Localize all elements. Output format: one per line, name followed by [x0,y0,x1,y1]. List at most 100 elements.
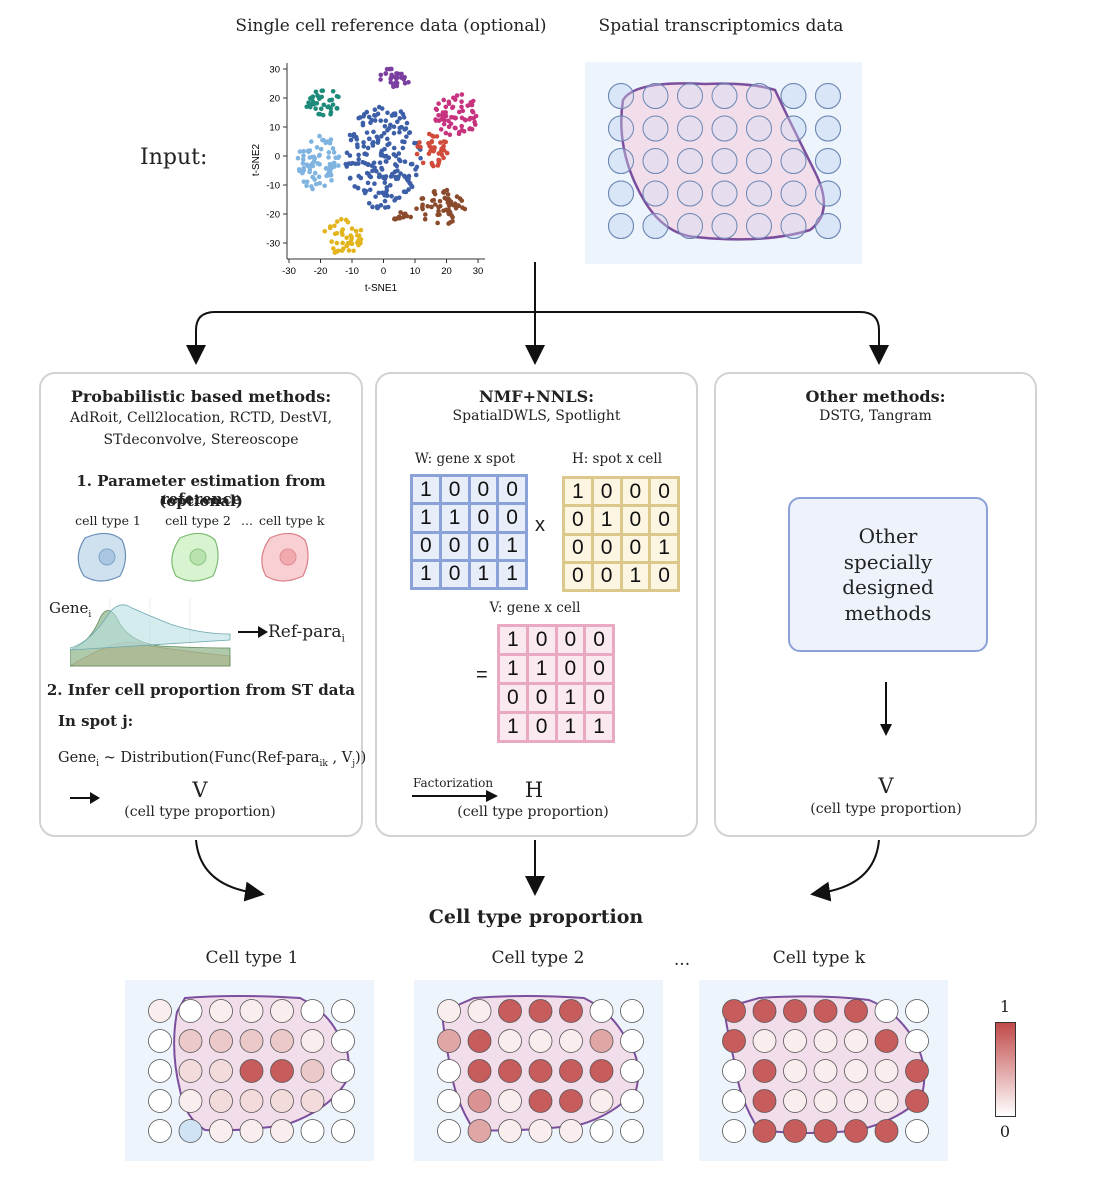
tsne-point [323,165,329,171]
output-spot [300,1059,325,1083]
tsne-point [368,120,373,125]
prob-step2: 2. Infer cell proportion from ST data [46,681,356,699]
tsne-point [355,144,360,150]
tsne-point [437,212,442,217]
tsne-point [300,157,306,162]
output-spot [813,1119,838,1143]
tsne-point [325,104,330,110]
st-spot-overlay [711,83,738,109]
tsne-point [420,160,426,166]
output-spot [783,1089,807,1113]
output-spot [467,1119,492,1143]
tsne-point [420,204,425,210]
matrix-h-cell: 0 [622,507,649,533]
tsne-point [409,184,415,190]
tsne-point [378,153,384,158]
tsne-point [346,248,352,253]
tsne-point [431,197,437,203]
tsne-point [423,212,428,217]
tsne-point [331,150,337,155]
tsne-point [334,106,340,111]
tsne-point [354,233,360,238]
st-spot-overlay [642,148,669,174]
tsne-point [332,231,338,237]
tsne-point [456,129,462,135]
tsne-point [361,140,366,145]
tsne-point [393,217,398,222]
tsne-point [395,119,400,125]
output-spot [467,999,492,1023]
tsne-point [330,146,336,151]
output-spot [813,1089,838,1113]
tsne-point [461,129,467,134]
tsne-point [397,215,403,221]
tsne-point [388,122,393,128]
tsne-point [459,198,465,203]
tsne-point [349,241,355,247]
tsne-point [387,182,393,188]
tsne-xlabel: t-SNE1 [365,283,398,294]
matrix-h-cell: 0 [593,535,620,561]
tsne-point [452,201,458,207]
matrix-v-cell: 0 [500,685,526,711]
st-spot-overlay [711,115,738,142]
tsne-point [378,77,383,82]
output-title: Cell type proportion [428,906,644,928]
tissue-outline [620,82,826,241]
output-spot [844,999,868,1023]
prob-result-caption: (cell type proportion) [124,804,276,820]
output-spot [589,999,614,1023]
output-spot [467,1089,492,1113]
nmf-panel [375,372,698,837]
tsne-point [436,101,441,106]
tsne-point [326,150,332,155]
tsne-point [378,118,384,123]
st-spot-overlay [780,180,807,207]
sc-title: Single cell reference data (optional) [235,16,547,36]
output-spot [874,1059,899,1083]
tsne-point [430,133,435,139]
tsne-point [443,130,449,136]
tsne-point [446,196,451,202]
tsne-point [393,174,398,180]
output-spot [783,1029,807,1053]
output-spot [331,999,355,1023]
matrix-w-cell: 0 [499,477,525,503]
tsne-point [367,187,373,193]
output-spot [437,1059,461,1083]
tsne-point [334,93,340,99]
st-spot-overlay [642,213,669,239]
tsne-point [435,220,440,226]
tsne-point [380,174,386,180]
tsne-point [373,113,378,118]
tsne-point [377,160,383,166]
tsne-point [336,163,341,168]
factorization-label: Factorization [413,776,494,790]
tsne-xtick-label: 10 [410,266,421,277]
output-spot [467,1059,492,1083]
tsne-point [366,200,372,206]
output-spot [752,1089,777,1113]
tsne-point [441,208,446,214]
tsne-point [406,176,411,182]
tsne-point [436,112,441,118]
matrix-v-cell: 1 [500,627,526,653]
tsne-xtick-label: -20 [314,266,328,277]
output-spot [437,1119,461,1143]
tsne-point [391,152,397,157]
tsne-point [389,72,394,78]
tsne-point [422,216,428,222]
prob-result: V [192,778,208,802]
tsne-point [414,164,420,170]
st-spot-overlay [815,83,841,109]
output-map-ct1 [125,980,374,1161]
matrix-h-cell: 0 [565,507,591,533]
output-spot [844,1119,868,1143]
matrix-v-cell: 1 [500,714,526,740]
st-spot-overlay [780,115,807,142]
tsne-point [401,189,407,194]
tsne-point [392,74,398,80]
output-spot [844,1059,868,1083]
